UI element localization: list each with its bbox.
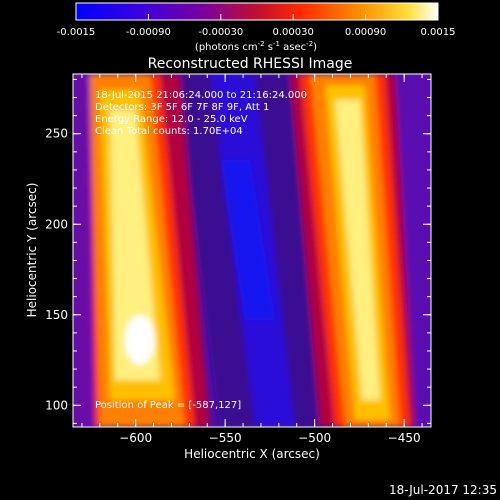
- colorbar-tick-label: 0.00030: [273, 27, 314, 38]
- plot-frame: [72, 73, 432, 428]
- x-tick-label: −550: [209, 431, 242, 445]
- x-axis: −600 −550 −500 −450: [81, 74, 423, 445]
- y-axis: 100 150 200 250: [45, 78, 431, 424]
- colorbar-tick-label: 0.0015: [421, 27, 456, 38]
- x-tick-label: −600: [119, 431, 152, 445]
- colorbar-tick-label: 0.00090: [345, 27, 386, 38]
- chart-title: Reconstructed RHESSI Image: [148, 56, 353, 72]
- y-tick-label: 150: [45, 308, 68, 322]
- annotation-line: Energy Range: 12.0 - 25.0 keV: [95, 114, 248, 125]
- y-tick-label: 250: [45, 127, 68, 141]
- colorbar-tick-label: -0.00090: [126, 27, 171, 38]
- colorbar: -0.0015 -0.00090 -0.00030 0.00030 0.00090 0.0…: [57, 2, 456, 53]
- x-axis-label: Heliocentric X (arcsec): [184, 447, 320, 461]
- x-tick-label: −500: [298, 431, 331, 445]
- annotation-line: Clean Total counts: 1.70E+04: [95, 126, 243, 137]
- x-tick-label: −450: [388, 431, 421, 445]
- annotation-line: 18-Jul-2015 21:06:24.000 to 21:16:24.000: [95, 90, 307, 101]
- peak-position-label: Position of Peak = [-587,127]: [95, 400, 241, 411]
- y-axis-label: Heliocentric Y (arcsec): [25, 183, 39, 318]
- colorbar-label: (photons cm-2 s-1 asec-2): [195, 40, 317, 53]
- colorbar-tick-label: -0.0015: [57, 27, 96, 38]
- annotation-line: Detectors: 3F 5F 6F 7F 8F 9F, Att 1: [95, 102, 269, 113]
- footer-timestamp: 18-Jul-2017 12:35: [389, 483, 497, 497]
- annotation-block: 18-Jul-2015 21:06:24.000 to 21:16:24.000…: [95, 90, 307, 137]
- y-tick-label: 200: [45, 217, 68, 231]
- heatmap-image: [73, 74, 431, 427]
- colorbar-tick-label: -0.00030: [198, 27, 243, 38]
- colorbar-gradient: [75, 2, 439, 21]
- y-tick-label: 100: [45, 398, 68, 412]
